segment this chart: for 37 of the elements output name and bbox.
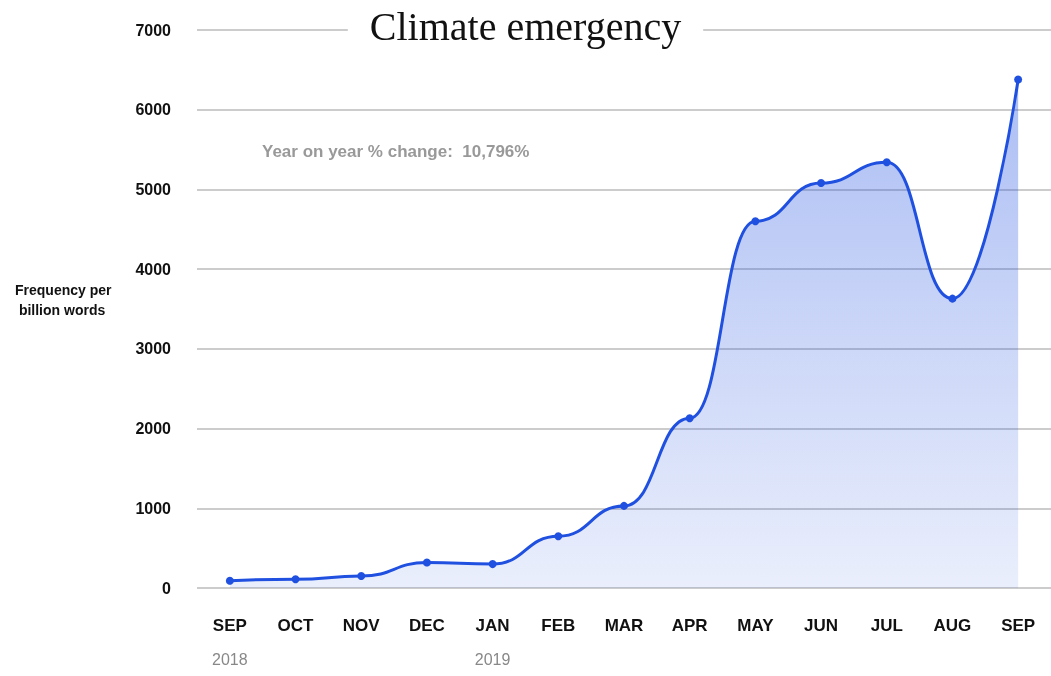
y-tick-label: 0 <box>162 579 172 597</box>
y-tick-label: 1000 <box>135 499 172 517</box>
x-tick-label: AUG <box>933 615 972 635</box>
x-tick-label: JUN <box>804 615 839 635</box>
point <box>225 576 234 585</box>
annotation: Year on year % change: 10,796% <box>262 142 530 161</box>
point <box>422 558 431 567</box>
x-tick-label: OCT <box>277 615 315 635</box>
y-tick-label: 3000 <box>135 340 172 358</box>
y-tick-label: 5000 <box>135 180 172 198</box>
point <box>1014 75 1023 84</box>
x-tick-label: SEP <box>1001 615 1036 635</box>
point <box>817 179 826 188</box>
point <box>751 217 760 226</box>
x-tick-label: MAR <box>604 615 644 635</box>
x-tick-label: FEB <box>541 615 576 635</box>
point <box>882 158 891 167</box>
x-tick-label: JAN 2019 <box>474 615 511 668</box>
y-tick-label: 4000 <box>135 260 172 278</box>
x-tick-label: MAY <box>737 615 775 635</box>
x-tick-label: NOV <box>342 615 381 635</box>
point <box>554 532 563 541</box>
point <box>948 294 957 303</box>
y-tick-label: 7000 <box>135 21 172 39</box>
x-tick-label: JUL <box>870 615 903 635</box>
y-axis-title: Frequency per billion words <box>15 282 113 318</box>
point <box>488 560 497 569</box>
y-tick-label: 2000 <box>135 420 172 438</box>
x-tick-label: SEP 2018 <box>212 615 248 668</box>
x-tick-label: DEC <box>408 615 445 635</box>
point <box>685 414 694 423</box>
point <box>620 501 628 510</box>
chart-title: Climate emergency <box>369 3 682 49</box>
point <box>291 575 300 584</box>
y-tick-label: 6000 <box>135 101 172 119</box>
point <box>357 572 366 581</box>
x-tick-label: APR <box>671 615 708 635</box>
